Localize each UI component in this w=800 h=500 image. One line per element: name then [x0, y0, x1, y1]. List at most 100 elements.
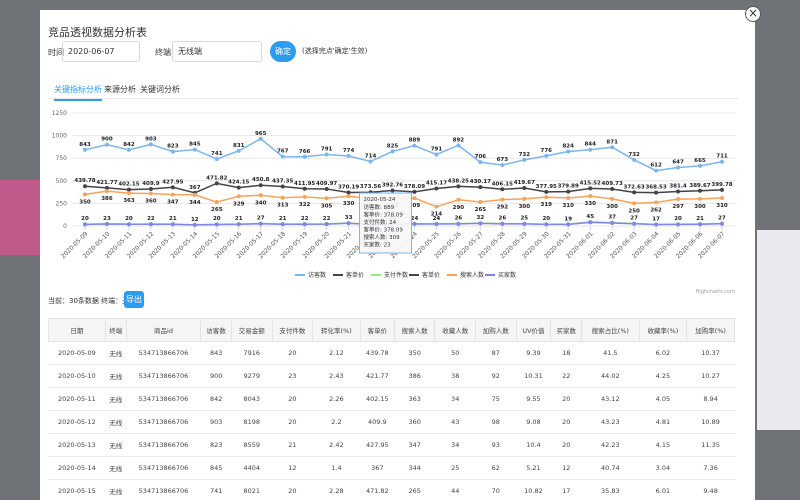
point: [236, 194, 241, 199]
data-label: 892: [453, 137, 465, 143]
cell: 42.23: [581, 433, 640, 457]
cell: 50: [434, 341, 476, 365]
data-label: 37: [608, 215, 616, 221]
point: [126, 191, 131, 196]
data-label: 21: [169, 216, 177, 222]
point: [676, 197, 681, 202]
table-row: 2020-05-10 无线 534713866706 900 9279 23 2.43 421…: [48, 364, 735, 388]
data-label: 290: [453, 205, 465, 211]
point: [324, 186, 329, 191]
cell: 2020-05-14: [48, 456, 106, 480]
tab[interactable]: 来源分析: [104, 85, 136, 94]
series-line: [84, 137, 723, 172]
data-label: 871: [606, 139, 618, 145]
credit: Highcharts.com: [696, 289, 735, 295]
cell: 2.26: [312, 387, 361, 411]
data-label: 402.15: [118, 182, 139, 188]
point: [654, 190, 659, 195]
cell: 2.2: [312, 410, 361, 434]
point: [170, 185, 175, 190]
cell: 10.37: [686, 341, 735, 365]
data-label: 350: [79, 199, 91, 205]
point: [676, 222, 681, 227]
chart: 0250500750100012502020-05-092020-05-1020…: [52, 110, 735, 295]
data-label: 27: [630, 216, 638, 222]
cell: 无线: [105, 479, 127, 500]
point: [126, 147, 131, 152]
cell: 4.81: [639, 410, 687, 434]
cell: 25: [434, 456, 476, 480]
cell: 43: [434, 410, 476, 434]
data-label: 250: [628, 208, 640, 214]
cell: 44.02: [581, 364, 640, 388]
cell: 无线: [105, 387, 127, 411]
cell: 70: [475, 479, 516, 500]
cell: 9279: [231, 364, 273, 388]
data-label: 415.17: [426, 180, 447, 186]
point: [478, 200, 483, 205]
terminal-select[interactable]: 无线端: [172, 41, 262, 62]
confirm-button[interactable]: 确定: [270, 41, 296, 62]
point: [104, 142, 109, 147]
y-tick-label: 750: [56, 155, 68, 162]
data-label: 411.95: [294, 181, 315, 187]
data-label: 665: [694, 158, 706, 164]
point: [654, 222, 659, 227]
tab[interactable]: 关键指标分析: [54, 84, 102, 101]
data-label: 824: [562, 144, 574, 150]
point: [588, 186, 593, 191]
data-label: 344: [189, 200, 201, 206]
point: [698, 188, 703, 193]
close-button[interactable]: ×: [745, 6, 761, 22]
point: [720, 187, 724, 192]
data-label: 427.95: [162, 179, 183, 185]
y-tick-label: 0: [63, 223, 67, 230]
cell: 534713866706: [126, 479, 201, 500]
column-header: 加购率(%): [686, 318, 735, 342]
point: [302, 222, 307, 227]
point: [104, 222, 109, 227]
cell: 3.04: [639, 456, 687, 480]
point: [302, 154, 307, 159]
cell: 20: [272, 387, 313, 411]
date-input[interactable]: 2020-06-07: [62, 41, 140, 62]
cell: 10.31: [516, 364, 551, 388]
cell: 98: [475, 410, 516, 434]
data-label: 450.8: [252, 177, 270, 183]
point: [302, 186, 307, 191]
cell: 534713866706: [126, 456, 201, 480]
cell: 2020-05-12: [48, 410, 106, 434]
data-label: 673: [497, 157, 509, 163]
cell: 534713866706: [126, 433, 201, 457]
data-label: 409.9: [142, 181, 160, 187]
tab[interactable]: 关键词分析: [140, 85, 180, 94]
point: [676, 189, 681, 194]
point: [588, 147, 593, 152]
data-label: 373.56: [360, 184, 381, 190]
cell: 9.48: [686, 479, 735, 500]
cell: 2020-05-15: [48, 479, 106, 500]
cell: 12: [550, 456, 582, 480]
point: [544, 189, 549, 194]
point: [500, 197, 505, 202]
point: [434, 204, 439, 209]
point: [236, 148, 241, 153]
data-label: 424.15: [228, 180, 249, 186]
data-label: 430.17: [470, 179, 491, 185]
cell: 9.39: [516, 341, 551, 365]
column-header: 加购人数: [474, 318, 517, 342]
point: [522, 196, 527, 201]
data-label: 889: [409, 138, 421, 144]
cell: 9.55: [516, 387, 551, 411]
tooltip-item: 访客数: 889: [363, 203, 394, 211]
point: [610, 221, 615, 226]
export-button[interactable]: 导出: [124, 291, 144, 308]
data-table: 日期 终端 商品id 访客数 交易金额 支付件数 转化率(%) 客单价 搜索人数 收藏人数 加购人数…: [48, 318, 735, 500]
data-label: 842: [123, 142, 135, 148]
table-row: 2020-05-11 无线 534713866706 842 8043 20 2.26 402…: [48, 387, 735, 411]
data-label: 409.73: [602, 181, 623, 187]
point: [522, 221, 527, 226]
point: [126, 222, 131, 227]
bg-banner: [0, 180, 40, 255]
data-label: 774: [343, 148, 355, 154]
